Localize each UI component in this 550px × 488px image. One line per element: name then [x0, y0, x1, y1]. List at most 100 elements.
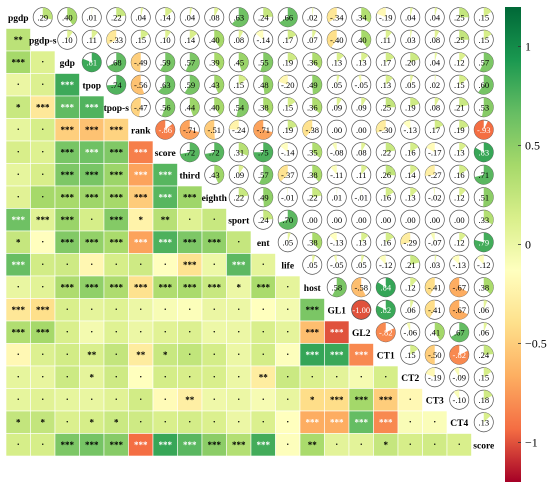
pie-slice	[214, 165, 224, 184]
significance-label: .	[238, 324, 240, 334]
heat-cell-10-6: ***	[152, 230, 178, 254]
correlation-value: .17	[380, 57, 391, 67]
heat-cell-11-6: .	[152, 253, 178, 277]
correlation-value: -.56	[134, 80, 147, 90]
variable-label-19: score	[473, 441, 494, 451]
pie-cell-3-7: .59	[179, 74, 200, 95]
significance-label: ***	[134, 192, 148, 202]
pie-cell-0-11: .66	[277, 7, 298, 28]
heat-cell-18-2: .	[54, 410, 80, 434]
correlation-value: .25	[380, 102, 391, 112]
pie-slice	[376, 322, 396, 342]
significance-label: .	[189, 369, 191, 379]
correlation-value: .16	[454, 170, 465, 180]
pie-cell-8-14: -.01	[351, 187, 372, 208]
heat-cell-2-1: .	[30, 50, 56, 74]
heat-cell-15-3: **	[79, 343, 105, 367]
correlation-value: .00	[331, 215, 342, 225]
heat-cell-17-12: *	[299, 388, 325, 412]
heat-cell-14-11: .	[275, 320, 301, 344]
significance-label: .	[189, 302, 191, 312]
heat-cell-17-3: .	[79, 388, 105, 412]
correlation-value: .45	[233, 57, 244, 67]
heat-cell-5-2: ***	[54, 118, 80, 142]
correlation-value: .22	[307, 192, 318, 202]
heat-cell-13-1: ***	[30, 298, 56, 322]
correlation-value: -.51	[208, 125, 221, 135]
heat-cell-13-0: ***	[5, 298, 31, 322]
correlation-value: .08	[429, 102, 440, 112]
heat-cell-3-2: ***	[54, 73, 80, 97]
correlation-value: .08	[209, 12, 220, 22]
significance-label: .	[140, 414, 142, 424]
heat-cell-15-1: .	[30, 343, 56, 367]
pie-cell-10-13: -.13	[326, 232, 347, 253]
pie-slice	[214, 52, 224, 70]
pie-slice	[479, 52, 494, 72]
pie-cell-10-14: .13	[351, 232, 372, 253]
pie-cell-3-8: .43	[204, 74, 225, 95]
correlation-value: .11	[356, 170, 366, 180]
correlation-value: .04	[405, 12, 416, 22]
pie-cell-8-10: .49	[253, 187, 274, 208]
pie-slice	[483, 277, 494, 295]
heat-cell-16-12: .	[299, 365, 325, 389]
significance-label: *	[114, 417, 119, 427]
heat-cell-14-7: .	[177, 320, 203, 344]
pie-cell-6-7: .72	[179, 142, 200, 163]
variable-label-9: sport	[228, 216, 250, 226]
pie-cell-9-15: .00	[375, 209, 396, 230]
heat-cell-9-2: ***	[54, 208, 80, 232]
heat-cell-19-14: .	[348, 433, 374, 457]
pie-slice	[425, 277, 435, 296]
pie-cell-2-5: -.49	[130, 52, 151, 73]
correlation-value: .48	[258, 80, 269, 90]
pie-cell-5-15: -.30	[375, 119, 396, 140]
heat-cell-9-3: .	[79, 208, 105, 232]
pie-slice	[131, 52, 141, 72]
pie-cell-4-11: .15	[277, 97, 298, 118]
pie-slice	[459, 75, 468, 85]
heat-cell-18-11: .	[275, 410, 301, 434]
pie-cell-1-8: .40	[204, 29, 225, 50]
heat-cell-18-13: ***	[324, 410, 350, 434]
correlation-value: .66	[282, 12, 293, 22]
significance-label: .	[262, 257, 264, 267]
heat-cell-17-5: .	[128, 388, 154, 412]
pie-slice	[263, 97, 273, 115]
heat-cell-13-10: .	[250, 298, 276, 322]
pie-cell-6-9: .31	[228, 142, 249, 163]
significance-label: .	[409, 437, 411, 447]
pie-cell-7-13: -.11	[326, 164, 347, 185]
heat-cell-12-8: ***	[201, 275, 227, 299]
pie-cell-9-11: .70	[277, 209, 298, 230]
significance-label: .	[17, 279, 19, 289]
pie-cell-8-19: .51	[473, 187, 494, 208]
pie-slice	[385, 232, 394, 243]
correlation-value: -.34	[330, 12, 344, 22]
significance-label: .	[115, 302, 117, 312]
correlation-value: .72	[184, 147, 195, 157]
significance-label: *	[90, 372, 95, 382]
significance-label: ***	[306, 417, 320, 427]
heat-cell-19-6: ***	[152, 433, 178, 457]
correlation-value: .14	[160, 12, 171, 22]
heat-cell-10-5: ***	[128, 230, 154, 254]
significance-label: ***	[85, 192, 99, 202]
correlation-value: .02	[307, 12, 318, 22]
pie-cell-13-18: -.67	[449, 299, 470, 320]
heat-cell-16-15: .	[373, 365, 399, 389]
correlation-value: -.71	[257, 125, 270, 135]
pie-cell-2-10: .55	[253, 52, 274, 73]
heat-cell-13-12: ***	[299, 298, 325, 322]
correlation-value: -.93	[477, 125, 490, 135]
pie-slice	[376, 7, 386, 18]
significance-label: .	[238, 302, 240, 312]
pie-slice	[400, 232, 411, 245]
pie-slice	[459, 30, 469, 40]
significance-label: ***	[110, 147, 124, 157]
pie-slice	[336, 187, 338, 198]
pie-cell-7-8: .43	[204, 164, 225, 185]
significance-label: ***	[379, 395, 393, 405]
heat-cell-15-9: .	[226, 343, 252, 367]
